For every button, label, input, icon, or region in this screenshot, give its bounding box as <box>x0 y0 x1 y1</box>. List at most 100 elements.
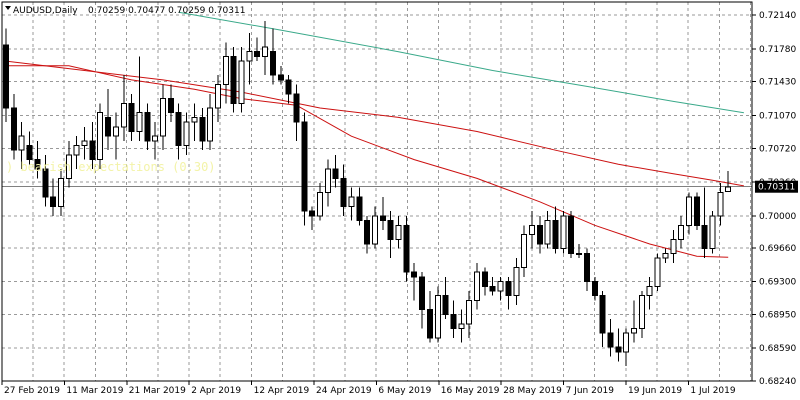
candle-body-bullish <box>238 60 245 104</box>
symbol-label: AUDUSD,Daily <box>13 6 78 16</box>
candle-body-bearish <box>340 177 347 208</box>
candle-body-bearish <box>411 271 418 278</box>
candle-body-bearish <box>607 332 614 348</box>
x-tick-label: 2 Apr 2019 <box>191 386 241 396</box>
candle-body-bullish <box>371 215 378 245</box>
y-tick-label: 0.71070 <box>759 112 796 122</box>
candle-body-bullish <box>631 327 637 334</box>
x-tick-label: 28 May 2019 <box>503 386 562 396</box>
candle-body-bearish <box>693 196 700 226</box>
y-tick-label: 0.68240 <box>759 377 796 387</box>
candle-body-bullish <box>662 252 669 259</box>
y-tick-label: 0.69300 <box>759 278 796 288</box>
candle-body-bearish <box>426 309 433 339</box>
candle-body-bullish <box>678 224 685 240</box>
candle-body-bullish <box>348 196 355 208</box>
candle-body-bearish <box>552 220 559 250</box>
candle-body-bearish <box>403 224 410 273</box>
candle-body-bearish <box>387 220 394 240</box>
candle-body-bearish <box>489 285 496 292</box>
candle-body-bullish <box>685 196 692 226</box>
candle-body-bearish <box>105 116 112 137</box>
candle-body-bullish <box>73 145 80 156</box>
ma-red-fast-line <box>6 65 729 258</box>
x-tick-label: 1 Jul 2019 <box>690 386 735 396</box>
candle-body-bullish <box>246 51 253 62</box>
y-tick-label: 0.71430 <box>759 78 796 88</box>
candle-body-bearish <box>301 121 308 212</box>
candle-body-bearish <box>89 140 96 161</box>
candle-body-bearish <box>254 51 261 57</box>
candle-body-bullish <box>474 271 480 301</box>
candle-layer <box>3 20 732 366</box>
candle-body-bullish <box>183 121 190 147</box>
candle-body-bullish <box>709 215 716 250</box>
y-tick-label: 0.69660 <box>759 244 796 254</box>
candle-body-bullish <box>57 177 64 208</box>
candle-body-bullish <box>160 98 166 137</box>
candle-body-bullish <box>434 295 441 339</box>
candle-body-bearish <box>3 44 9 109</box>
chart-header: AUDUSD,Daily 0.70259 0.70477 0.70259 0.7… <box>5 6 245 16</box>
candle-body-bullish <box>191 116 198 123</box>
candle-body-bullish <box>112 126 119 137</box>
candle-body-bullish <box>120 102 127 128</box>
candle-body-bearish <box>42 168 49 198</box>
ohlc-label: 0.70259 0.70477 0.70259 0.70311 <box>88 6 245 16</box>
candle-body-bullish <box>222 55 229 86</box>
candle-body-bearish <box>285 79 292 95</box>
candle-body-bearish <box>230 55 237 104</box>
candle-body-bearish <box>293 93 300 123</box>
candle-body-bullish <box>97 112 104 161</box>
candle-body-bullish <box>497 281 504 292</box>
candle-body-bullish <box>136 112 143 132</box>
candle-body-bearish <box>356 196 363 222</box>
current-price-tag-bg <box>755 180 798 193</box>
candle-body-bullish <box>324 168 331 193</box>
candle-body-bullish <box>560 215 567 250</box>
candle-body-bearish <box>379 215 386 222</box>
current-price-value: 0.70311 <box>758 183 795 193</box>
candle-body-bearish <box>481 271 488 287</box>
candle-body-bearish <box>199 116 206 142</box>
candle-body-bullish <box>638 295 645 329</box>
candle-body-bearish <box>591 281 598 297</box>
candle-body-bullish <box>528 224 535 236</box>
x-tick-label: 11 Mar 2019 <box>66 386 123 396</box>
candle-body-bearish <box>536 224 543 245</box>
candle-body-bullish <box>65 154 72 179</box>
x-tick-label: 16 May 2019 <box>441 386 500 396</box>
candle-body-bullish <box>214 84 221 109</box>
plot-frame <box>1 1 753 382</box>
candle-body-bearish <box>167 98 174 114</box>
y-tick-label: 0.71780 <box>759 45 796 55</box>
x-tick-label: 6 May 2019 <box>378 386 431 396</box>
candle-body-bearish <box>277 74 284 81</box>
x-tick-label: 24 Apr 2019 <box>316 386 372 396</box>
x-tick-label: 21 Mar 2019 <box>129 386 186 396</box>
candle-body-bearish <box>269 51 276 76</box>
watermark-text: ) bearish expectations (0.30) <box>6 160 216 174</box>
candle-body-bullish <box>544 220 551 245</box>
x-tick-label: 12 Apr 2019 <box>254 386 310 396</box>
y-tick-label: 0.68590 <box>759 344 796 354</box>
candle-body-bearish <box>26 145 33 161</box>
candle-body-bullish <box>81 140 88 147</box>
candle-body-bullish <box>521 234 528 268</box>
x-tick-label: 27 Feb 2019 <box>4 386 60 396</box>
candle-body-bearish <box>144 112 151 142</box>
candle-body-bullish <box>646 285 653 297</box>
symbol-dropdown-icon[interactable] <box>5 6 11 10</box>
candle-body-bullish <box>466 299 473 325</box>
candle-body-bearish <box>599 295 606 334</box>
candle-body-bearish <box>364 220 371 245</box>
candle-body-bullish <box>18 135 25 151</box>
y-tick-label: 0.70000 <box>759 212 796 222</box>
candle-body-bearish <box>50 196 57 208</box>
y-tick-label: 0.68950 <box>759 310 796 320</box>
candle-body-bearish <box>450 313 457 329</box>
